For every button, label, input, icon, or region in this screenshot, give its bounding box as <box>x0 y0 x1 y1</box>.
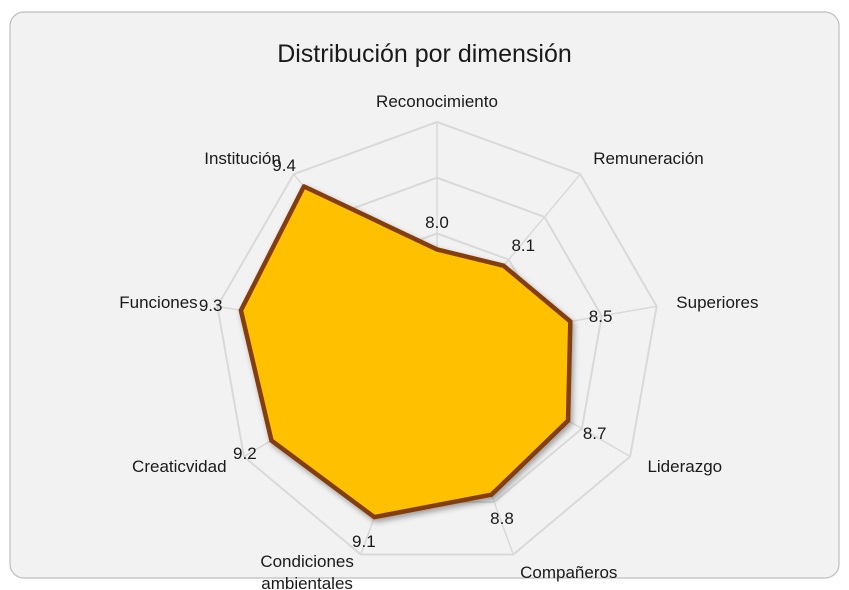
category-label: Compañeros <box>520 563 618 583</box>
data-label: 9.4 <box>272 156 296 176</box>
data-label: 9.2 <box>233 443 257 463</box>
category-label: Creaticvidad <box>132 456 227 476</box>
data-label: 8.5 <box>588 306 613 326</box>
category-label: Liderazgo <box>647 456 723 476</box>
category-label: Superiores <box>676 292 759 312</box>
data-label: 8.7 <box>582 423 607 443</box>
chart-title: Distribución por dimensión <box>277 40 572 68</box>
data-label: 9.3 <box>198 295 223 315</box>
category-label: Funciones <box>119 292 198 312</box>
category-label: Condiciones ambientales <box>260 552 354 590</box>
grid-ring <box>216 120 658 556</box>
data-label: 8.1 <box>511 235 536 255</box>
category-label: Reconocimiento <box>376 92 498 111</box>
category-label: Remuneración <box>593 148 704 168</box>
radar-area <box>238 184 573 520</box>
category-label: Institución <box>204 148 281 168</box>
data-label: 8.0 <box>425 213 449 233</box>
data-label: 8.8 <box>490 509 514 529</box>
data-label: 9.1 <box>352 531 376 551</box>
